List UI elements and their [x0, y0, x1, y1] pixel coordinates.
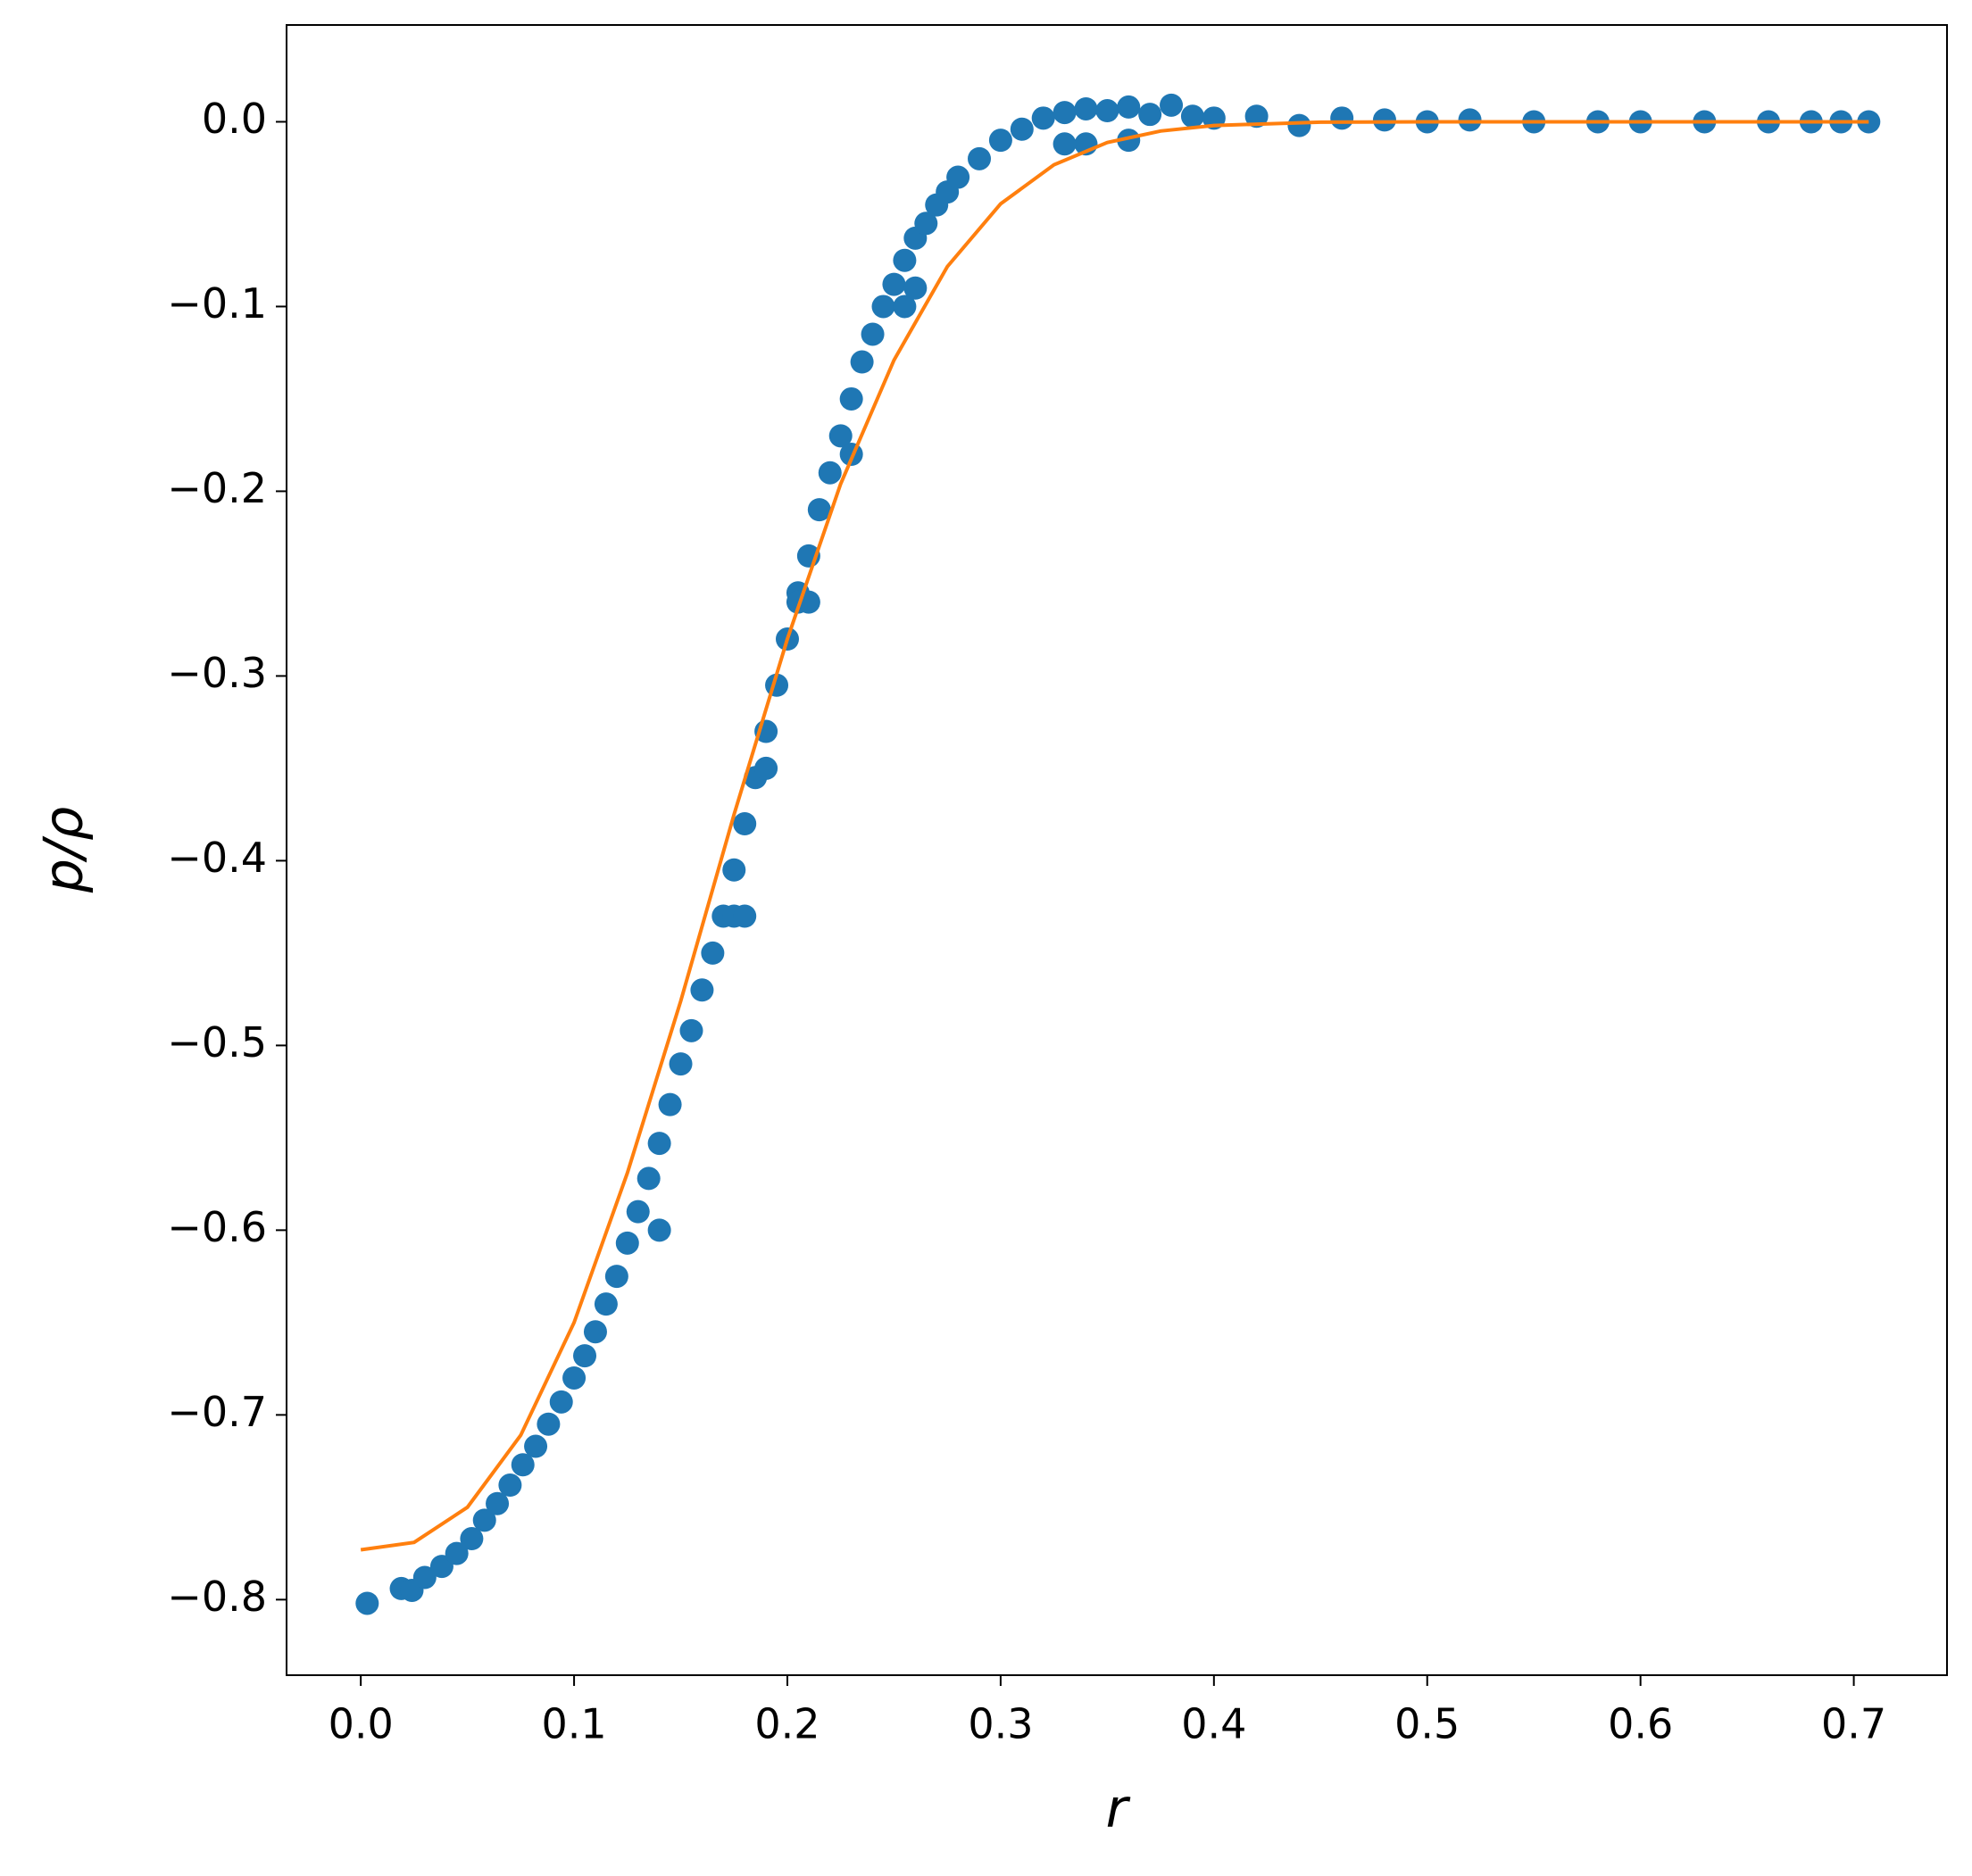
scatter-point — [839, 386, 863, 411]
scatter-point — [1095, 99, 1119, 123]
scatter-point — [486, 1491, 510, 1515]
x-tick-label: 0.1 — [541, 1700, 606, 1748]
x-tick-label: 0.0 — [329, 1700, 394, 1748]
scatter-point — [1330, 106, 1354, 130]
scatter-point — [647, 1132, 671, 1156]
scatter-point — [733, 904, 757, 928]
scatter-point — [871, 295, 895, 319]
scatter-point — [1117, 95, 1141, 119]
scatter-point — [1180, 104, 1204, 129]
scatter-point — [828, 424, 853, 448]
scatter-point — [1053, 101, 1077, 125]
x-tick-label: 0.4 — [1181, 1700, 1246, 1748]
plot-frame — [286, 24, 1948, 1676]
y-tick-label: −0.5 — [167, 1018, 267, 1067]
scatter-point — [562, 1365, 587, 1390]
scatter-point — [637, 1166, 661, 1191]
y-tick-label: −0.1 — [167, 279, 267, 328]
scatter-point — [615, 1231, 639, 1255]
y-tick-label: −0.3 — [167, 649, 267, 697]
scatter-point — [807, 498, 831, 522]
y-axis-label: p/ρ — [33, 807, 96, 893]
scatter-point — [583, 1320, 607, 1344]
scatter-point — [903, 276, 928, 300]
scatter-point — [355, 1591, 379, 1615]
scatter-point — [1287, 113, 1311, 137]
scatter-point — [893, 295, 917, 319]
x-tick-label: 0.2 — [754, 1700, 820, 1748]
scatter-point — [537, 1412, 561, 1436]
scatter-point — [754, 756, 778, 780]
scatter-point — [690, 978, 714, 1002]
x-tick-label: 0.3 — [968, 1700, 1033, 1748]
scatter-point — [1372, 108, 1396, 132]
scatter-point — [1053, 132, 1077, 156]
scatter-point — [626, 1199, 650, 1224]
y-tick-label: −0.7 — [167, 1388, 267, 1436]
scatter-point — [1074, 96, 1098, 120]
scatter-point — [733, 812, 757, 836]
scatter-point — [412, 1565, 437, 1590]
scatter-point — [594, 1292, 618, 1316]
scatter-point — [1160, 93, 1184, 117]
scatter-point — [679, 1018, 703, 1042]
scatter-point — [472, 1508, 496, 1532]
scatter-point — [1031, 106, 1055, 130]
scatter-point — [1010, 117, 1034, 141]
y-tick-label: −0.2 — [167, 464, 267, 512]
y-tick-label: −0.4 — [167, 834, 267, 882]
scatter-point — [914, 212, 938, 236]
x-tick-label: 0.5 — [1394, 1700, 1460, 1748]
x-tick-label: 0.6 — [1608, 1700, 1673, 1748]
scatter-point — [647, 1218, 671, 1242]
scatter-point — [658, 1092, 682, 1116]
scatter-point — [861, 322, 885, 346]
scatter-point — [882, 272, 906, 296]
scatter-point — [524, 1434, 548, 1458]
scatter-point — [1138, 103, 1162, 127]
scatter-point — [968, 146, 992, 170]
scatter-point — [946, 165, 970, 189]
scatter-point — [549, 1390, 573, 1414]
scatter-point — [1244, 104, 1269, 129]
y-tick-label: 0.0 — [202, 95, 267, 143]
scatter-point — [604, 1265, 628, 1289]
scatter-point — [988, 129, 1012, 153]
scatter-point — [669, 1052, 693, 1076]
scatter-point — [573, 1344, 597, 1368]
scatter-point — [893, 248, 917, 272]
scatter-point — [850, 350, 874, 374]
scatter-point — [722, 858, 746, 882]
scatter-point — [701, 941, 725, 965]
scatter-point — [498, 1473, 522, 1498]
scatter-point — [460, 1527, 484, 1551]
scatter-point — [511, 1453, 535, 1477]
x-tick-label: 0.7 — [1821, 1700, 1886, 1748]
y-tick-label: −0.8 — [167, 1573, 267, 1621]
scatter-point — [818, 461, 842, 485]
fit-line — [360, 120, 1869, 1552]
scatter-point — [445, 1541, 469, 1565]
scatter-point — [1117, 129, 1141, 153]
x-axis-label: r — [1106, 1778, 1131, 1840]
scatter-point — [1458, 108, 1482, 132]
y-tick-label: −0.6 — [167, 1203, 267, 1251]
